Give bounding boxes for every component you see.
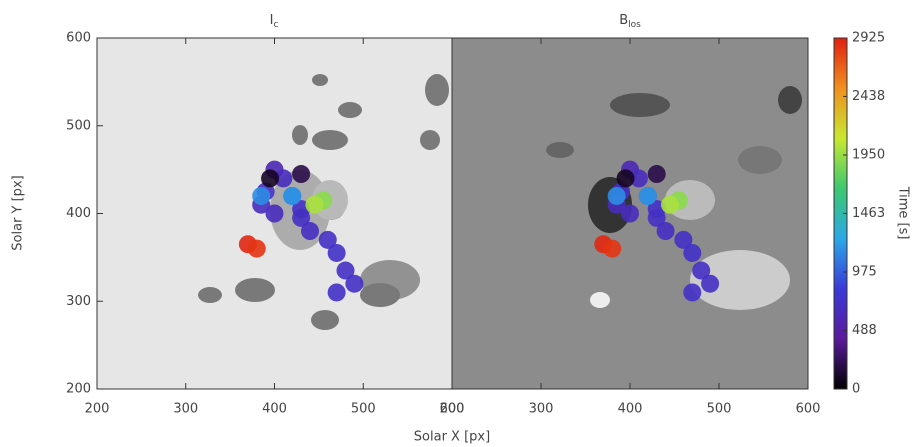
feature-patch	[683, 283, 701, 301]
panel-title: Blos	[619, 13, 641, 30]
feature-patch	[248, 240, 266, 258]
colorbar-tick-label: 488	[852, 323, 877, 338]
x-axis-label: Solar X [px]	[414, 430, 490, 445]
feature-patch	[283, 187, 301, 205]
x-tick-label: 600	[796, 402, 821, 417]
feature-patch	[661, 196, 679, 214]
x-tick-label: 400	[618, 402, 643, 417]
x-tick-label: 500	[707, 402, 732, 417]
feature-patch	[305, 196, 323, 214]
x-tick-label: 300	[173, 402, 198, 417]
y-tick-label: 400	[66, 206, 91, 221]
x-tick-label: 200	[440, 402, 465, 417]
feature-patch	[701, 275, 719, 293]
y-tick-label: 300	[66, 294, 91, 309]
x-tick-label: 400	[262, 402, 287, 417]
title-main: B	[619, 13, 628, 28]
y-tick-label: 500	[66, 118, 91, 133]
feature-patch	[648, 165, 666, 183]
title-sub: c	[273, 20, 278, 30]
colorbar-tick-label: 0	[852, 382, 860, 397]
feature-patch	[328, 244, 346, 262]
feature-patch	[301, 222, 319, 240]
title-sub: los	[628, 20, 641, 30]
colorbar-tick-label: 975	[852, 265, 877, 280]
feature-patch	[639, 187, 657, 205]
feature-patch	[657, 222, 675, 240]
panel-title: Ic	[270, 13, 279, 30]
feature-patch	[328, 283, 346, 301]
feature-patch	[608, 187, 626, 205]
feature-patch	[617, 169, 635, 187]
feature-patch	[345, 275, 363, 293]
colorbar-tick-label: 1950	[852, 148, 885, 163]
colorbar-tick-label: 2438	[852, 89, 885, 104]
colorbar-tick-label: 2925	[852, 31, 885, 46]
x-tick-label: 200	[85, 402, 110, 417]
colorbar-tick-label: 1463	[852, 206, 885, 221]
feature-patch	[603, 240, 621, 258]
x-tick-label: 300	[529, 402, 554, 417]
y-tick-label: 200	[66, 382, 91, 397]
figure: 200 300 400 500 600 200 300 400 500 600 200 300 400 5…	[0, 0, 916, 447]
feature-patch	[261, 169, 279, 187]
feature-patch	[683, 244, 701, 262]
y-axis-label: Solar Y [px]	[11, 175, 26, 250]
feature-patch	[292, 165, 310, 183]
colorbar-label: Time [s]	[896, 186, 911, 240]
feature-patch	[252, 187, 270, 205]
x-tick-label: 500	[351, 402, 376, 417]
y-tick-label: 600	[66, 31, 91, 46]
